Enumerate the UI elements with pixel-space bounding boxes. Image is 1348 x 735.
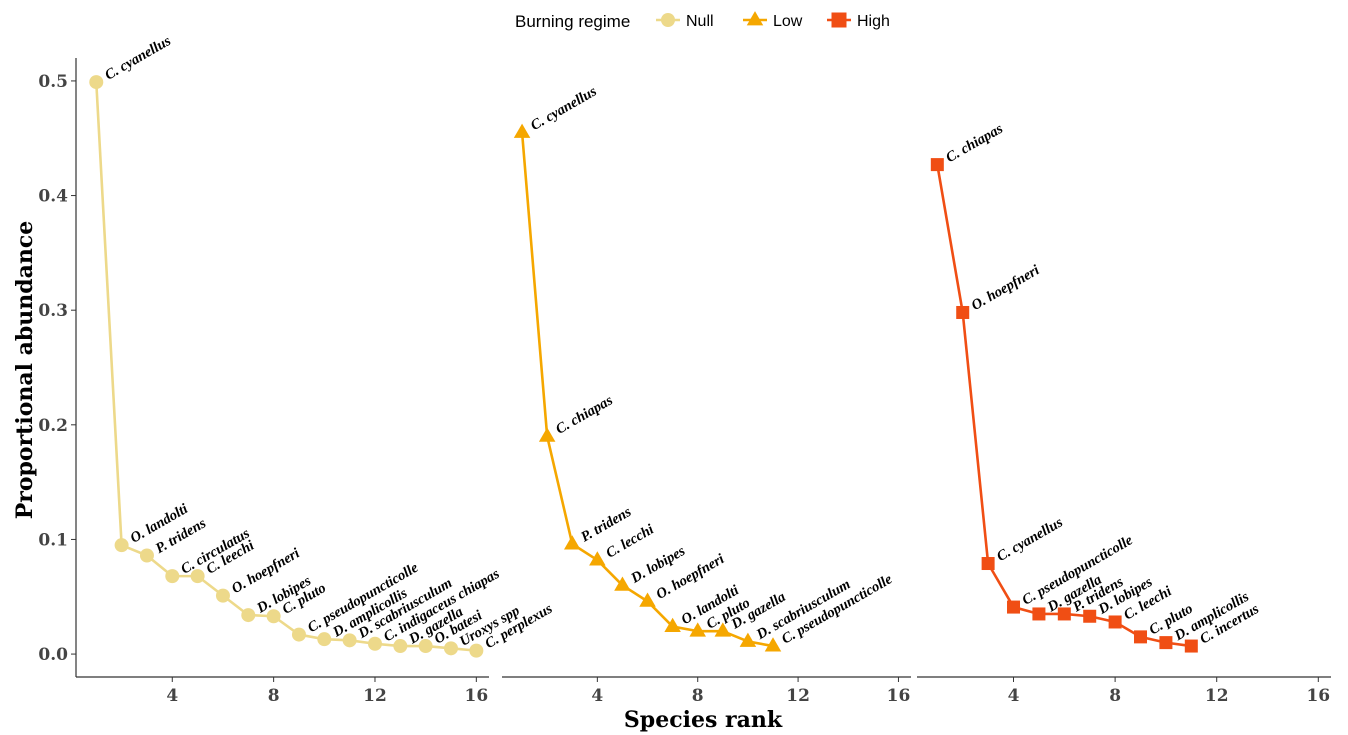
data-point-high [1007, 600, 1021, 614]
data-point-null [291, 627, 306, 642]
y-tick-label: 0.1 [38, 530, 68, 550]
data-point-null [317, 632, 332, 647]
data-point-low [589, 551, 606, 566]
x-tick-label: 12 [786, 686, 810, 706]
species-label: C. chiapas [553, 392, 616, 437]
data-point-high [981, 557, 995, 571]
data-point-low [689, 622, 706, 637]
x-tick-label: 4 [591, 686, 603, 706]
data-point-low [764, 637, 782, 652]
data-point-low [664, 617, 681, 632]
y-tick-label: 0.5 [38, 72, 68, 92]
data-point-high [1159, 636, 1173, 650]
data-point-null [139, 548, 154, 563]
legend-key-high [831, 12, 847, 28]
x-tick-label: 12 [363, 686, 387, 706]
data-point-low [513, 123, 531, 138]
legend: Burning regime Null Low High [515, 11, 890, 31]
data-point-low [538, 427, 556, 442]
species-label: C. cyanellus [528, 83, 600, 134]
x-tick-label: 4 [1008, 686, 1020, 706]
x-tick-label: 4 [166, 686, 178, 706]
legend-key-null [661, 13, 675, 27]
x-tick-label: 8 [692, 686, 704, 706]
y-tick-label: 0.2 [38, 416, 68, 436]
data-point-null [215, 588, 230, 603]
species-label: C. cyanellus [994, 514, 1066, 565]
data-point-low [714, 622, 732, 637]
data-point-low [639, 592, 656, 607]
series-line-null [94, 82, 477, 652]
data-point-null [393, 639, 408, 654]
y-tick-label: 0.3 [38, 301, 68, 321]
data-point-high [930, 158, 944, 172]
legend-label-low: Low [773, 13, 803, 30]
y-tick-label: 0.4 [38, 187, 68, 207]
species-label: C. cyanellus [102, 33, 174, 84]
x-axis-title: Species rank [624, 707, 783, 733]
data-point-null [443, 641, 458, 656]
x-tick-label: 12 [1205, 686, 1229, 706]
legend-key-low [746, 11, 764, 26]
data-point-high [1184, 639, 1198, 653]
data-point-null [241, 608, 256, 623]
data-point-low [739, 632, 757, 647]
panel-high: 4 8 12 16 C. chiapas O. hoepfneri C. cyanellus… [917, 121, 1331, 706]
data-point-null [165, 569, 180, 584]
data-point-high [1083, 609, 1097, 623]
legend-label-null: Null [686, 13, 714, 30]
y-axis-title: Proportional abundance [12, 221, 38, 520]
data-point-null [342, 633, 357, 648]
data-point-high [1032, 607, 1046, 621]
x-tick-label: 16 [1306, 686, 1330, 706]
x-tick-label: 8 [268, 686, 280, 706]
data-point-null [367, 636, 382, 651]
data-point-null [266, 609, 281, 624]
species-label: C. chiapas [943, 121, 1006, 166]
data-point-null [418, 639, 433, 654]
data-point-null [114, 538, 129, 553]
legend-title: Burning regime [515, 12, 630, 31]
data-point-null [469, 643, 484, 658]
legend-label-high: High [857, 13, 890, 30]
x-tick-label: 16 [887, 686, 911, 706]
data-point-high [1057, 607, 1071, 621]
data-point-null [190, 569, 205, 584]
species-label: O. hoepfneri [969, 262, 1043, 314]
data-point-high [1108, 615, 1122, 629]
data-point-high [956, 305, 970, 319]
y-tick-label: 0.0 [38, 645, 68, 665]
data-point-high [1134, 630, 1148, 644]
x-tick-label: 16 [464, 686, 488, 706]
data-point-low [614, 576, 631, 591]
data-point-null [89, 75, 104, 90]
data-point-low [564, 535, 581, 550]
x-tick-label: 8 [1109, 686, 1121, 706]
